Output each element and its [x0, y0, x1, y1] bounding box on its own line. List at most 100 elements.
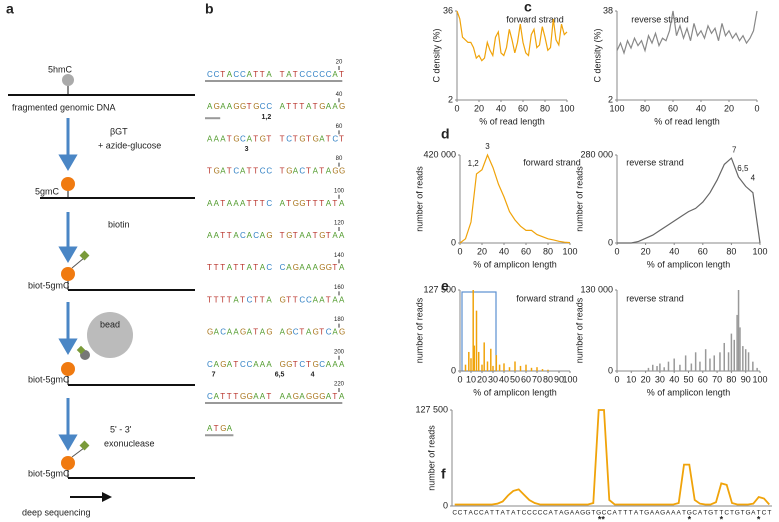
x-tick-label: 20 [641, 246, 651, 256]
x-tick-label: 20 [477, 246, 487, 256]
x-category: G [580, 510, 585, 517]
sequence-line: AAAT GCAT GT T CT GT GAT CT [207, 135, 344, 144]
x-category: A [655, 510, 660, 517]
data-line [459, 153, 571, 244]
x-tick-label: 40 [669, 246, 679, 256]
annotation: 1,2 [468, 159, 480, 168]
x-category: T [490, 510, 494, 517]
panel-label: f [441, 466, 446, 482]
x-category: T [682, 510, 686, 517]
annotation: * [720, 514, 724, 522]
x-tick-label: 30 [488, 374, 498, 384]
x-category: G [708, 510, 713, 517]
x-category: A [671, 510, 676, 517]
x-tick-label: 0 [457, 374, 462, 384]
x-category: A [500, 510, 505, 517]
sequence-line: AGAAGGT GCC AT T T AT GAAG [207, 102, 345, 111]
position-number: 80 [336, 156, 343, 162]
site-note: 7 [212, 372, 216, 379]
x-tick-label: 80 [543, 246, 553, 256]
data-line [456, 10, 568, 62]
y-tick-label: 0 [608, 237, 613, 247]
x-tick-label: 100 [559, 103, 574, 113]
hmc [62, 74, 74, 86]
linker [71, 447, 85, 458]
x-tick-label: 60 [521, 374, 531, 384]
y-tick-label: 0 [451, 237, 456, 247]
biotin [79, 440, 90, 451]
x-axis-label: % of amplicon length [473, 259, 557, 269]
chart-title: forward strand [506, 14, 564, 24]
annotation: ** [598, 514, 606, 522]
arrows [58, 118, 78, 451]
x-tick-label: 40 [499, 246, 509, 256]
x-category: T [714, 510, 718, 517]
gmc [61, 177, 75, 191]
x-category: C [762, 510, 767, 517]
y-tick-label: 127 500 [415, 404, 448, 414]
y-axis-label: C density (%) [592, 28, 602, 82]
x-category: T [639, 510, 643, 517]
gmc [61, 267, 75, 281]
x-tick-label: 100 [562, 246, 577, 256]
x-category: T [463, 510, 467, 517]
sequence-line: CCT ACCAT T A T AT CCCCCAT [207, 70, 344, 79]
x-category: G [596, 510, 601, 517]
x-category: T [554, 510, 558, 517]
sequence-line: AAT AAAT T T C AT GGT T T AT A [207, 199, 345, 208]
sequence-line: T T T T AT CT T A GT T CCAAT AA [207, 296, 345, 305]
y-tick-label: 420 000 [423, 149, 456, 159]
sequence-line: GACAAGAT AG AGCT AGT CAG [207, 328, 345, 337]
y-axis-label: number of reads [426, 425, 436, 491]
x-category: A [676, 510, 681, 517]
x-category: T [741, 510, 745, 517]
position-number: 100 [334, 188, 345, 194]
position-number: 160 [334, 285, 345, 291]
sequence-line: CAT T T GGAAT AAGAGGGAT A [207, 392, 345, 401]
x-tick-label: 50 [683, 374, 693, 384]
x-category: C [474, 510, 479, 517]
x-category: A [484, 510, 489, 517]
x-tick-label: 10 [466, 374, 476, 384]
site-note: 3 [245, 146, 249, 153]
y-axis-label: number of reads [414, 297, 424, 363]
x-category: C [452, 510, 457, 517]
x-category: C [532, 510, 537, 517]
x-tick-label: 70 [532, 374, 542, 384]
panel-label: b [205, 1, 214, 17]
x-category: A [468, 510, 473, 517]
biotin [76, 345, 86, 355]
label: + azide-glucose [98, 140, 161, 150]
y-tick-label: 2 [448, 94, 453, 104]
x-category: A [575, 510, 580, 517]
x-category: T [730, 510, 734, 517]
x-category: G [660, 510, 665, 517]
annotation: 6,5 [737, 164, 749, 173]
label: biot-5gmC [28, 468, 70, 478]
site-note: 1,2 [262, 114, 272, 121]
x-category: C [538, 510, 543, 517]
position-number: 220 [334, 382, 345, 388]
y-axis-label: number of reads [574, 166, 584, 232]
linker [71, 257, 85, 269]
x-tick-label: 40 [696, 103, 706, 113]
x-tick-label: 80 [540, 103, 550, 113]
x-category: G [687, 510, 692, 517]
x-tick-label: 40 [669, 374, 679, 384]
chart-title: forward strand [523, 157, 581, 167]
x-tick-label: 90 [741, 374, 751, 384]
y-tick-label: 2 [608, 94, 613, 104]
site-note: 6,5 [275, 372, 285, 379]
x-tick-label: 0 [457, 246, 462, 256]
position-number: 40 [336, 92, 343, 98]
x-tick-label: 10 [626, 374, 636, 384]
y-tick-label: 36 [443, 5, 453, 15]
x-tick-label: 60 [668, 103, 678, 113]
x-category: A [650, 510, 655, 517]
x-tick-label: 0 [754, 103, 759, 113]
panel-label: c [524, 0, 532, 15]
x-tick-label: 40 [496, 103, 506, 113]
x-category: C [602, 510, 607, 517]
x-category: T [623, 510, 627, 517]
x-category: G [745, 510, 750, 517]
